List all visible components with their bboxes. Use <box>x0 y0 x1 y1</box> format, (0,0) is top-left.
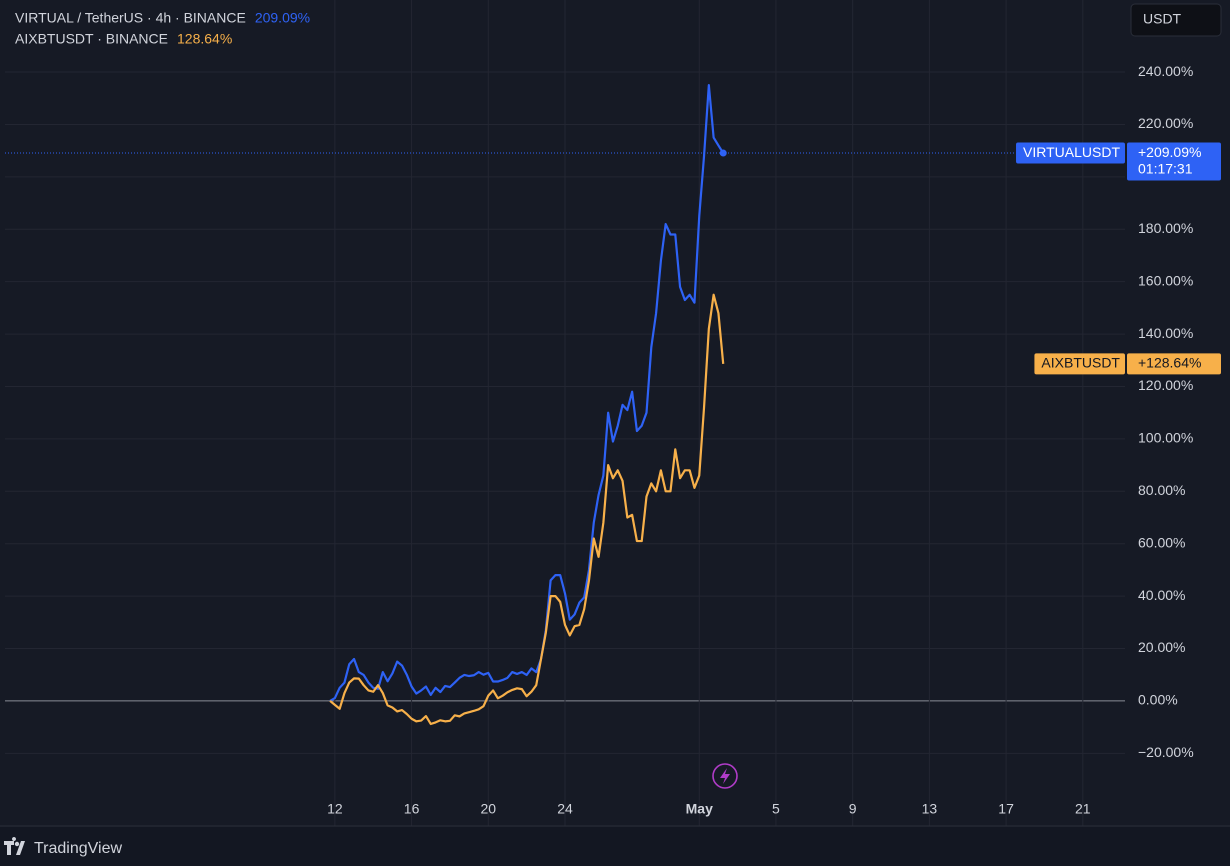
y-tick-label: 140.00% <box>1138 325 1193 341</box>
legend: VIRTUAL / TetherUS · 4h · BINANCE 209.09%… <box>15 10 310 47</box>
x-tick-label: 9 <box>849 801 857 817</box>
legend-value: 128.64% <box>177 31 232 47</box>
y-tick-label: 80.00% <box>1138 482 1185 498</box>
x-tick-label: 21 <box>1075 801 1091 817</box>
x-tick-label: 5 <box>772 801 780 817</box>
series-line <box>329 293 725 726</box>
x-tick-label: 17 <box>998 801 1014 817</box>
y-tick-label: −20.00% <box>1138 744 1194 760</box>
last-point <box>719 149 727 157</box>
currency-button-label[interactable]: USDT <box>1143 11 1182 27</box>
legend-name: VIRTUAL / TetherUS · 4h · BINANCE <box>15 10 246 26</box>
tag-value: +128.64% <box>1138 355 1201 371</box>
legend-name: AIXBTUSDT · BINANCE <box>15 31 168 47</box>
y-tick-label: 100.00% <box>1138 430 1193 446</box>
y-tick-label: 20.00% <box>1138 639 1185 655</box>
tag-symbol-box <box>1034 353 1125 375</box>
tag-symbol-box <box>1016 142 1125 164</box>
tag-countdown: 01:17:31 <box>1138 160 1193 176</box>
x-tick-label: 16 <box>404 801 420 817</box>
series-line <box>329 84 725 702</box>
x-tick-label: May <box>686 801 713 817</box>
tag-value-box <box>1127 353 1221 375</box>
brand-logo <box>4 837 25 855</box>
y-tick-label: 240.00% <box>1138 63 1193 79</box>
y-tick-label: 180.00% <box>1138 220 1193 236</box>
brand: TradingView <box>34 840 122 857</box>
x-tick-label: 13 <box>922 801 938 817</box>
tag-symbol: AIXBTUSDT <box>1041 355 1120 371</box>
y-tick-label: 60.00% <box>1138 534 1185 550</box>
tag-value-box <box>1127 142 1221 181</box>
x-tick-label: 20 <box>480 801 496 817</box>
y-tick-label: 220.00% <box>1138 115 1193 131</box>
x-tick-label: 24 <box>557 801 573 817</box>
y-tick-label: 160.00% <box>1138 272 1193 288</box>
y-tick-label: 120.00% <box>1138 377 1193 393</box>
footer <box>0 827 1230 866</box>
x-tick-label: 12 <box>327 801 343 817</box>
y-tick-label: 0.00% <box>1138 692 1178 708</box>
replay-icon <box>712 763 738 789</box>
legend-value: 209.09% <box>255 10 310 26</box>
currency-button[interactable] <box>1130 3 1222 37</box>
tag-value: +209.09% <box>1138 144 1201 160</box>
tag-symbol: VIRTUALUSDT <box>1023 144 1120 160</box>
price-tags: +209.09%01:17:31 VIRTUALUSDT +128.64% AIXBT… <box>1016 142 1221 375</box>
grid <box>5 0 1125 826</box>
y-tick-label: 40.00% <box>1138 587 1185 603</box>
plot <box>5 84 1125 726</box>
